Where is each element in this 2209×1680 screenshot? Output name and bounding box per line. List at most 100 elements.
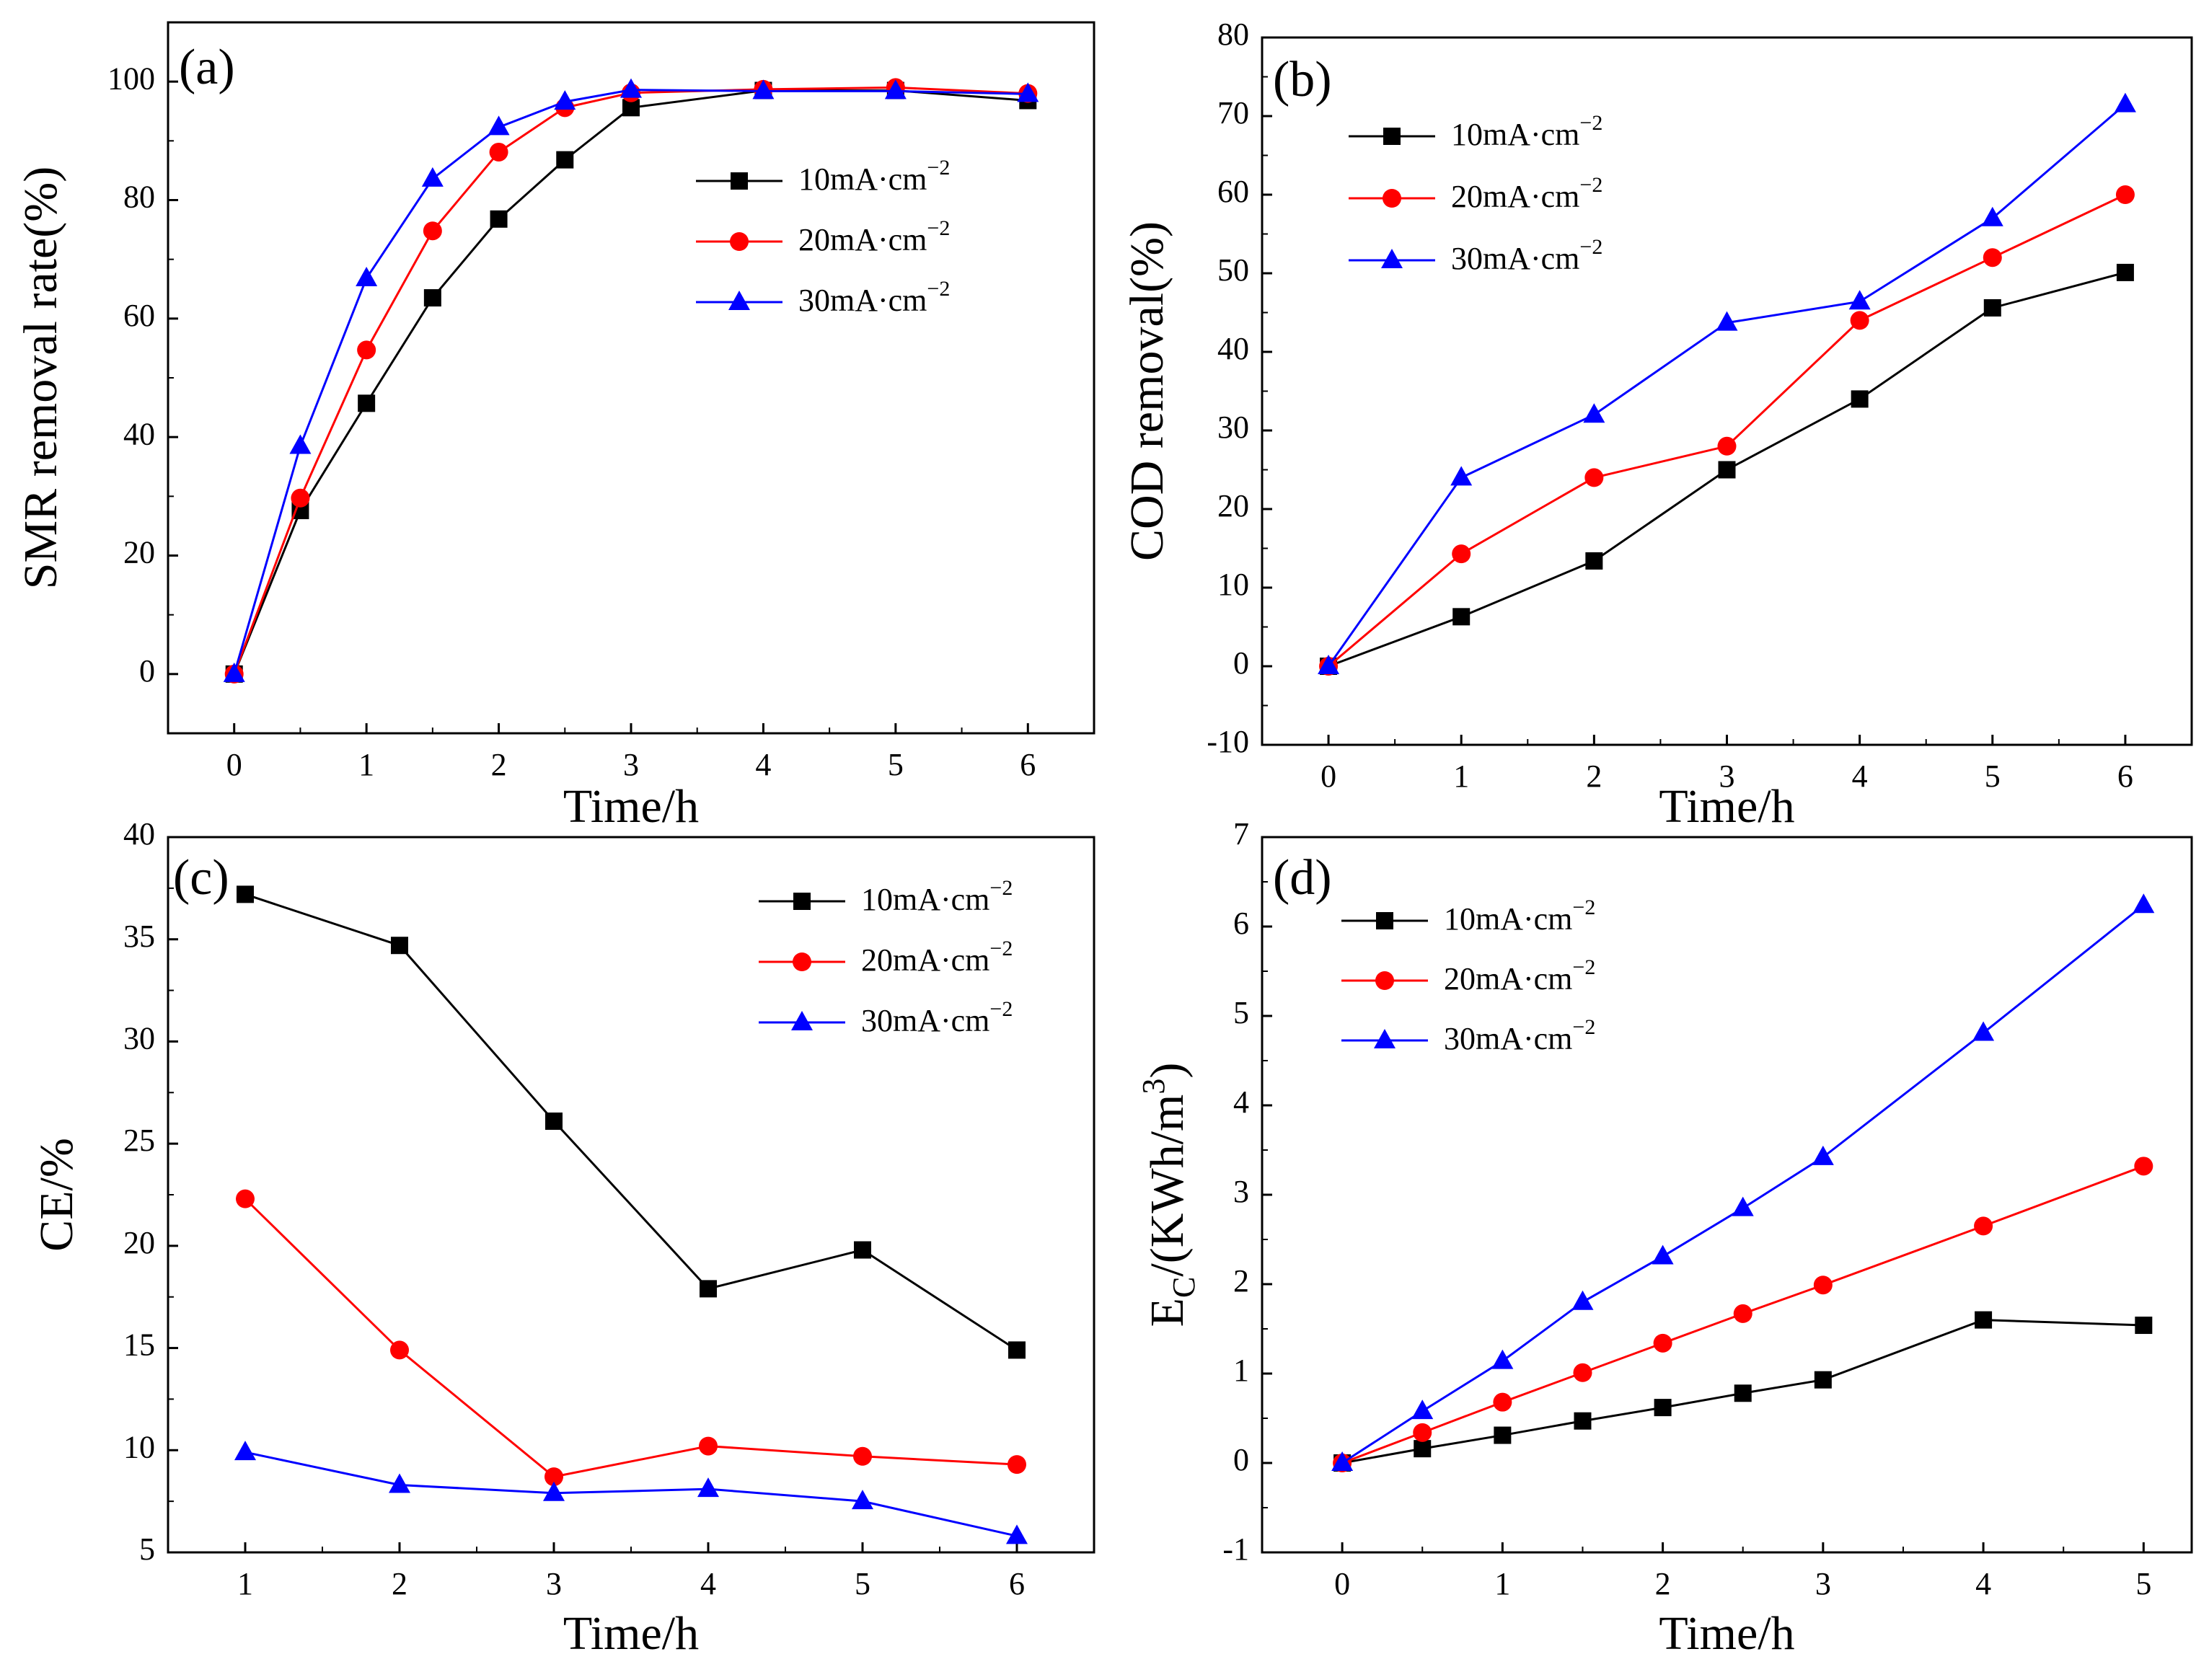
- data-point-series-2: [1717, 436, 1737, 456]
- x-tick-label: 5: [855, 1566, 870, 1601]
- x-axis-label: Time/h: [563, 1607, 699, 1660]
- data-point-series-1: [423, 289, 441, 307]
- x-tick-label: 6: [1020, 747, 1036, 782]
- series-line-2: [1328, 193, 2126, 668]
- data-point-series-1: [2116, 263, 2134, 281]
- data-point-series-1: [1008, 1341, 1026, 1359]
- data-point-series-1: [854, 1241, 871, 1259]
- data-point-series-2: [236, 1189, 255, 1208]
- y-tick-label: 20: [123, 535, 155, 570]
- data-point-series-3: [884, 79, 907, 100]
- x-tick-label: 1: [358, 747, 374, 782]
- data-point-series-3: [1006, 1524, 1028, 1544]
- data-point-series-1: [2135, 1317, 2153, 1335]
- data-point-series-1: [1494, 1426, 1512, 1444]
- data-point-series-1: [1983, 299, 2001, 317]
- y-tick-label: 100: [107, 61, 155, 96]
- y-tick-label: 0: [139, 653, 155, 689]
- y-tick-label: 50: [1217, 252, 1249, 288]
- data-point-series-1: [556, 151, 574, 169]
- data-point-series-2: [423, 221, 442, 241]
- x-tick-label: 0: [226, 747, 242, 782]
- y-axis-label: COD removal(%): [1121, 221, 1173, 561]
- y-tick-label: 10: [123, 1429, 155, 1464]
- legend-marker: [791, 1011, 813, 1030]
- legend-marker: [1383, 128, 1401, 145]
- legend-label: 10mA·cm−2: [798, 156, 950, 197]
- data-point-series-2: [489, 142, 508, 162]
- data-point-series-1: [1654, 1399, 1672, 1417]
- legend-label: 10mA·cm−2: [861, 876, 1013, 917]
- legend-label: 10mA·cm−2: [1451, 111, 1602, 152]
- data-point-series-3: [554, 90, 576, 110]
- legend-label: 30mA·cm−2: [861, 997, 1013, 1038]
- data-point-series-3: [289, 434, 312, 454]
- legend-label: 10mA·cm−2: [1444, 896, 1595, 937]
- data-point-series-3: [2114, 92, 2136, 112]
- data-point-series-3: [1981, 206, 2003, 226]
- data-point-series-3: [1583, 403, 1605, 423]
- y-tick-label: 5: [139, 1531, 155, 1567]
- data-point-series-2: [1584, 468, 1604, 487]
- data-point-series-3: [356, 266, 378, 286]
- data-point-series-3: [543, 1481, 565, 1501]
- legend-label: 20mA·cm−2: [1444, 955, 1595, 996]
- data-point-series-2: [1733, 1304, 1752, 1323]
- y-axis-label: EC/(KWh/m3): [1136, 1063, 1201, 1327]
- y-tick-label: 10: [1217, 567, 1249, 602]
- series-line-2: [233, 86, 1028, 675]
- x-tick-label: 3: [546, 1566, 562, 1601]
- x-tick-label: 3: [1719, 759, 1735, 794]
- data-point-series-1: [391, 937, 408, 955]
- data-point-series-2: [357, 340, 376, 360]
- x-tick-label: 2: [1586, 759, 1602, 794]
- data-point-series-2: [1813, 1276, 1833, 1295]
- legend-marker: [793, 893, 811, 910]
- y-tick-label: 40: [1217, 331, 1249, 366]
- x-tick-label: 5: [1985, 759, 2001, 794]
- panel-label: (d): [1273, 850, 1332, 906]
- legend-marker: [1376, 912, 1393, 929]
- x-tick-label: 5: [888, 747, 904, 782]
- legend-label: 30mA·cm−2: [798, 277, 950, 318]
- data-point-series-2: [1413, 1423, 1432, 1442]
- x-tick-label: 0: [1320, 759, 1336, 794]
- x-tick-label: 4: [1852, 759, 1868, 794]
- data-point-series-2: [1974, 1216, 1993, 1236]
- x-tick-label: 6: [2117, 759, 2133, 794]
- x-tick-label: 5: [2135, 1566, 2151, 1601]
- data-point-series-1: [700, 1280, 717, 1298]
- x-axis-label: Time/h: [1659, 1607, 1794, 1660]
- data-point-series-2: [1573, 1363, 1592, 1382]
- legend-marker: [730, 232, 749, 251]
- y-tick-label: 60: [1217, 174, 1249, 209]
- legend-label: 30mA·cm−2: [1451, 235, 1602, 276]
- data-point-series-2: [2115, 185, 2135, 204]
- data-point-series-1: [1718, 461, 1736, 479]
- x-axis-label: Time/h: [563, 780, 699, 833]
- data-point-series-1: [1851, 390, 1869, 408]
- data-point-series-3: [620, 78, 642, 98]
- y-tick-label: 35: [123, 919, 155, 954]
- legend-marker: [728, 291, 750, 310]
- x-tick-label: 2: [392, 1566, 407, 1601]
- data-point-series-1: [1585, 552, 1603, 570]
- data-point-series-3: [1812, 1145, 1834, 1165]
- x-tick-label: 2: [491, 747, 507, 782]
- series-line-2: [244, 1198, 1018, 1478]
- y-tick-label: 20: [123, 1225, 155, 1260]
- y-tick-label: 15: [123, 1327, 155, 1363]
- legend-marker: [793, 952, 811, 971]
- data-point-series-1: [1975, 1311, 1993, 1329]
- x-tick-label: 3: [1815, 1566, 1831, 1601]
- data-point-series-3: [1972, 1021, 1995, 1041]
- legend-marker: [1381, 249, 1403, 268]
- series-line-1: [244, 893, 1018, 1351]
- panel-label: (a): [179, 40, 235, 95]
- legend-label: 20mA·cm−2: [798, 216, 950, 257]
- data-point-series-2: [1653, 1333, 1672, 1353]
- data-point-series-3: [852, 1490, 873, 1510]
- data-point-series-3: [488, 115, 510, 136]
- data-point-series-1: [1814, 1371, 1832, 1389]
